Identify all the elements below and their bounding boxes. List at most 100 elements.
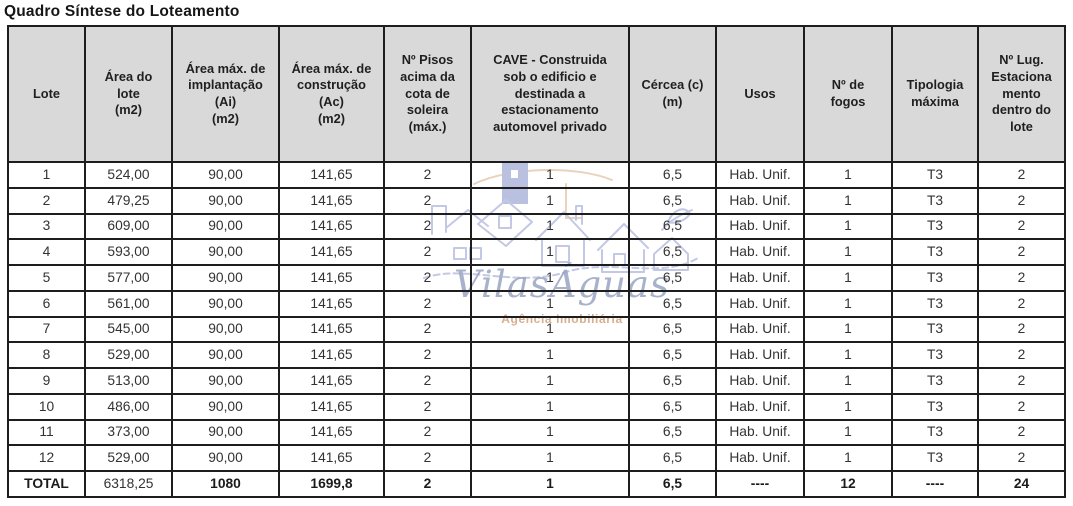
cell-fogos: 1 [803,264,893,292]
cell-pisos: 2 [383,161,472,189]
cell-cave: 1 [470,212,630,241]
cell-lugares: 2 [977,264,1066,292]
table-row: 1 524,00 90,00 141,65 2 1 6,5 Hab. Unif. 1 T3 2 [7,161,1066,189]
cell-usos: Hab. Unif. [715,186,805,215]
cell-tipologia: T3 [891,289,979,318]
cell-area-implantacao: 90,00 [171,315,280,344]
cell-area-lote: 6318,25 [84,470,173,498]
column-header-cave: CAVE - Construida sob o edificio e desti… [470,25,630,163]
cell-fogos: 1 [803,289,893,318]
page-title: Quadro Síntese do Loteamento [4,3,240,20]
cell-lote: 11 [7,418,86,447]
cell-area-lote: 529,00 [84,444,173,472]
cell-pisos: 2 [383,238,472,266]
cell-tipologia: T3 [891,186,979,215]
cell-area-construcao: 141,65 [278,315,385,344]
cell-pisos: 2 [383,470,472,498]
cell-lugares: 2 [977,186,1066,215]
cell-cave: 1 [470,289,630,318]
cell-fogos: 1 [803,315,893,344]
cell-cave: 1 [470,418,630,447]
column-header-fogos: Nº de fogos [803,25,893,163]
cell-fogos: 1 [803,341,893,369]
cell-lugares: 2 [977,238,1066,266]
cell-cercea: 6,5 [628,289,717,318]
cell-area-construcao: 141,65 [278,186,385,215]
cell-area-construcao: 141,65 [278,341,385,369]
cell-tipologia: ---- [891,470,979,498]
cell-area-construcao: 141,65 [278,289,385,318]
cell-cercea: 6,5 [628,264,717,292]
cell-lugares: 2 [977,367,1066,395]
cell-cercea: 6,5 [628,315,717,344]
cell-area-lote: 593,00 [84,238,173,266]
cell-tipologia: T3 [891,444,979,472]
cell-tipologia: T3 [891,212,979,241]
cell-area-implantacao: 90,00 [171,238,280,266]
cell-usos: Hab. Unif. [715,444,805,472]
cell-tipologia: T3 [891,418,979,447]
cell-fogos: 1 [803,161,893,189]
cell-area-implantacao: 90,00 [171,212,280,241]
cell-pisos: 2 [383,341,472,369]
cell-area-lote: 561,00 [84,289,173,318]
cell-usos: ---- [715,470,805,498]
table-row: 10 486,00 90,00 141,65 2 1 6,5 Hab. Unif. 1 T3 2 [7,392,1066,421]
cell-cave: 1 [470,392,630,421]
cell-pisos: 2 [383,444,472,472]
cell-lugares: 2 [977,289,1066,318]
cell-cave: 1 [470,161,630,189]
cell-area-construcao: 141,65 [278,238,385,266]
cell-area-construcao: 141,65 [278,444,385,472]
cell-fogos: 12 [803,470,893,498]
cell-lugares: 2 [977,392,1066,421]
cell-usos: Hab. Unif. [715,315,805,344]
cell-usos: Hab. Unif. [715,418,805,447]
header-row: Lote Área do lote (m2) Área máx. de implan… [7,25,1066,163]
column-header-lote: Lote [7,25,86,163]
cell-lote: 6 [7,289,86,318]
cell-usos: Hab. Unif. [715,289,805,318]
cell-lote: 12 [7,444,86,472]
cell-lugares: 24 [977,470,1066,498]
cell-usos: Hab. Unif. [715,341,805,369]
cell-lote: 2 [7,186,86,215]
cell-area-lote: 524,00 [84,161,173,189]
cell-lote: 10 [7,392,86,421]
total-row: TOTAL 6318,25 1080 1699,8 2 1 6,5 ---- 12 ---- 24 [7,470,1066,498]
cell-area-construcao: 141,65 [278,418,385,447]
cell-tipologia: T3 [891,315,979,344]
cell-fogos: 1 [803,392,893,421]
cell-cave: 1 [470,315,630,344]
table-row: 11 373,00 90,00 141,65 2 1 6,5 Hab. Unif. 1 T3 2 [7,418,1066,447]
cell-pisos: 2 [383,392,472,421]
cell-cave: 1 [470,238,630,266]
cell-tipologia: T3 [891,161,979,189]
cell-tipologia: T3 [891,367,979,395]
cell-pisos: 2 [383,264,472,292]
cell-cercea: 6,5 [628,418,717,447]
cell-cercea: 6,5 [628,186,717,215]
cell-lugares: 2 [977,315,1066,344]
cell-usos: Hab. Unif. [715,264,805,292]
cell-area-implantacao: 90,00 [171,367,280,395]
cell-area-implantacao: 1080 [171,470,280,498]
cell-lugares: 2 [977,212,1066,241]
cell-usos: Hab. Unif. [715,392,805,421]
column-header-lugares: Nº Lug. Estaciona mento dentro do lote [977,25,1066,163]
cell-lote: 5 [7,264,86,292]
table-row: 8 529,00 90,00 141,65 2 1 6,5 Hab. Unif. 1 T3 2 [7,341,1066,369]
cell-cercea: 6,5 [628,341,717,369]
cell-fogos: 1 [803,367,893,395]
cell-area-lote: 373,00 [84,418,173,447]
cell-pisos: 2 [383,186,472,215]
cell-cave: 1 [470,444,630,472]
cell-area-implantacao: 90,00 [171,418,280,447]
cell-area-implantacao: 90,00 [171,444,280,472]
cell-lote: 1 [7,161,86,189]
table-row: 12 529,00 90,00 141,65 2 1 6,5 Hab. Unif. 1 T3 2 [7,444,1066,472]
column-header-area-lote: Área do lote (m2) [84,25,173,163]
cell-lote: TOTAL [7,470,86,498]
table-row: 7 545,00 90,00 141,65 2 1 6,5 Hab. Unif. 1 T3 2 [7,315,1066,344]
cell-area-implantacao: 90,00 [171,289,280,318]
